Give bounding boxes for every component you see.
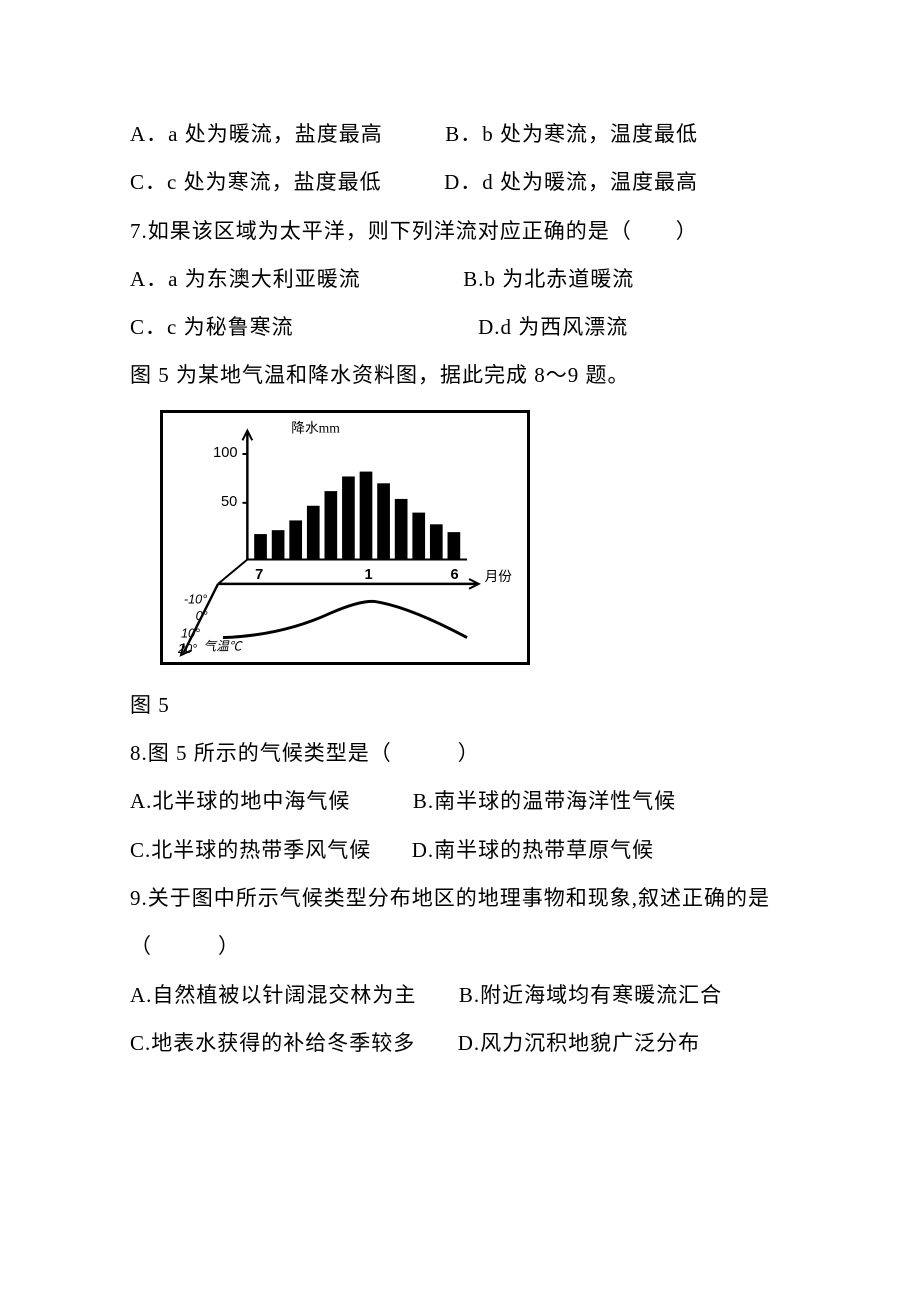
question-9-paren: （ ） bbox=[130, 922, 800, 970]
option-row: A.自然植被以针阔混交林为主 B.附近海域均有寒暖流汇合 bbox=[130, 971, 800, 1019]
option-row: C.地表水获得的补给冬季较多 D.风力沉积地貌广泛分布 bbox=[130, 1019, 800, 1067]
q6-option-c: C．c 处为寒流，盐度最低 bbox=[130, 170, 382, 194]
q6-option-d: D．d 处为暖流，温度最高 bbox=[444, 170, 698, 194]
temp-tick-0: 0° bbox=[196, 609, 208, 623]
figure-5-intro: 图 5 为某地气温和降水资料图，据此完成 8～9 题。 bbox=[130, 351, 800, 399]
q8-option-b: B.南半球的温带海洋性气候 bbox=[413, 789, 676, 813]
q7-option-c: C．c 为秘鲁寒流 bbox=[130, 315, 294, 339]
q9-option-b: B.附近海域均有寒暖流汇合 bbox=[459, 983, 722, 1007]
chart-svg: 降水mm 100 50 bbox=[163, 413, 527, 662]
temp-axis-label: 气温℃ bbox=[203, 639, 243, 653]
precip-axis-label: 降水mm bbox=[291, 420, 340, 435]
temp-tick-20: 20° bbox=[177, 642, 197, 656]
month-axis-label: 月份 bbox=[485, 569, 513, 584]
x-tick-6: 6 bbox=[450, 567, 458, 583]
y-tick-100: 100 bbox=[213, 445, 237, 461]
precipitation-bars bbox=[254, 471, 460, 559]
x-tick-1: 1 bbox=[365, 567, 373, 583]
q6-option-b: B．b 处为寒流，温度最低 bbox=[445, 122, 698, 146]
q6-option-a: A．a 处为暖流，盐度最高 bbox=[130, 122, 383, 146]
q9-option-c: C.地表水获得的补给冬季较多 bbox=[130, 1031, 415, 1055]
document-content: A．a 处为暖流，盐度最高 B．b 处为寒流，温度最低 C．c 处为寒流，盐度最… bbox=[130, 110, 800, 1067]
q7-option-d: D.d 为西风漂流 bbox=[478, 315, 628, 339]
temp-tick-neg10: -10° bbox=[184, 592, 207, 606]
q8-option-d: D.南半球的热带草原气候 bbox=[412, 838, 654, 862]
y-tick-50: 50 bbox=[221, 494, 237, 510]
option-row: A.北半球的地中海气候 B.南半球的温带海洋性气候 bbox=[130, 777, 800, 825]
option-row: C．c 为秘鲁寒流 D.d 为西风漂流 bbox=[130, 303, 800, 351]
q7-option-b: B.b 为北赤道暖流 bbox=[463, 267, 634, 291]
climate-chart: 降水mm 100 50 bbox=[160, 410, 530, 665]
option-row: A．a 处为暖流，盐度最高 B．b 处为寒流，温度最低 bbox=[130, 110, 800, 158]
q8-option-c: C.北半球的热带季风气候 bbox=[130, 838, 371, 862]
figure-5-caption: 图 5 bbox=[130, 681, 800, 729]
temperature-curve bbox=[223, 601, 467, 637]
x-axis-depth bbox=[218, 559, 247, 583]
option-row: C.北半球的热带季风气候 D.南半球的热带草原气候 bbox=[130, 826, 800, 874]
temp-tick-10: 10° bbox=[181, 626, 200, 640]
option-row: C．c 处为寒流，盐度最低 D．d 处为暖流，温度最高 bbox=[130, 158, 800, 206]
q8-option-a: A.北半球的地中海气候 bbox=[130, 789, 350, 813]
question-7: 7.如果该区域为太平洋，则下列洋流对应正确的是（ ） bbox=[130, 207, 800, 255]
question-8: 8.图 5 所示的气候类型是（ ） bbox=[130, 729, 800, 777]
option-row: A．a 为东澳大利亚暖流 B.b 为北赤道暖流 bbox=[130, 255, 800, 303]
q9-option-a: A.自然植被以针阔混交林为主 bbox=[130, 983, 416, 1007]
x-tick-7: 7 bbox=[255, 567, 263, 583]
q9-option-d: D.风力沉积地貌广泛分布 bbox=[458, 1031, 700, 1055]
q7-option-a: A．a 为东澳大利亚暖流 bbox=[130, 267, 361, 291]
question-9: 9.关于图中所示气候类型分布地区的地理事物和现象,叙述正确的是 bbox=[130, 874, 800, 922]
